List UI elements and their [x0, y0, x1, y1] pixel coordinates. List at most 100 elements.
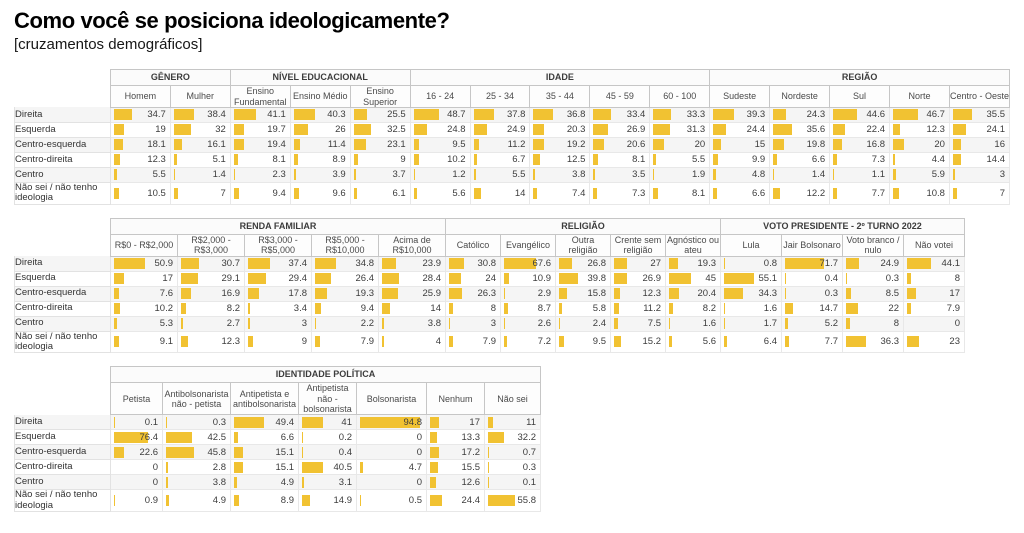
value-bar [713, 169, 716, 181]
cell-value: 3.8 [212, 476, 226, 488]
table-cell: 55.1 [720, 271, 782, 287]
cell-value: 7.3 [632, 187, 646, 199]
cell-value: 7.4 [572, 187, 586, 199]
value-bar [533, 109, 553, 121]
table-cell: 9.4 [229, 182, 291, 205]
value-bar [504, 273, 510, 285]
cell-value: 0 [416, 476, 422, 488]
cell-value: 23.1 [387, 139, 406, 151]
value-bar [234, 431, 239, 443]
value-bar [173, 139, 183, 151]
cell-value: 20.6 [626, 139, 646, 151]
cell-value: 6.7 [512, 154, 526, 166]
table-cell: 67.6 [500, 256, 556, 272]
value-bar [907, 303, 912, 315]
value-bar [669, 273, 691, 285]
cell-value: 44.1 [941, 258, 961, 270]
cell-value: 26 [335, 124, 346, 136]
cell-value: 22 [888, 303, 899, 315]
value-bar [488, 416, 494, 428]
value-bar [952, 139, 962, 151]
value-bar [248, 318, 250, 330]
value-bar [353, 154, 359, 166]
table-cell: 30.7 [177, 256, 245, 272]
table-cell: 32.5 [349, 122, 411, 138]
header-spacer [14, 69, 111, 86]
table-cell: 50.9 [110, 256, 178, 272]
value-bar [846, 273, 847, 285]
table-cell: 5.6 [409, 182, 471, 205]
table-cell: 1.4 [169, 167, 231, 183]
cell-value: 9.4 [360, 303, 374, 315]
value-bar [113, 109, 133, 121]
value-bar [952, 154, 961, 166]
value-bar [181, 318, 183, 330]
value-bar [233, 187, 239, 199]
cell-value: 17.8 [288, 288, 308, 300]
value-bar [559, 258, 572, 270]
value-bar [907, 258, 931, 270]
table-cell: 3 [244, 316, 312, 332]
cell-value: 7.6 [159, 288, 173, 300]
cell-value: 0.7 [522, 446, 536, 458]
value-bar [302, 476, 304, 488]
cell-value: 17 [949, 288, 960, 300]
cell-value: 15 [754, 139, 766, 151]
value-bar [713, 124, 727, 136]
cell-value: 26.9 [642, 273, 662, 285]
table-cell: 3.8 [378, 316, 446, 332]
value-bar [382, 318, 385, 330]
table-cell: 29.1 [177, 271, 245, 287]
table-cell: 7.3 [829, 152, 891, 168]
table-cell: 3.8 [162, 474, 231, 491]
value-bar [785, 288, 786, 300]
table-cell: 7.5 [610, 316, 666, 332]
value-bar [293, 187, 299, 199]
cell-value: 23 [949, 336, 960, 348]
table-cell: 7.4 [529, 182, 591, 205]
table-cell: 19.3 [665, 256, 721, 272]
row-label: Direita [14, 256, 111, 272]
row-label: Direita [14, 107, 111, 123]
column-header: 60 - 100 [649, 85, 711, 108]
cell-value: 8.2 [702, 303, 716, 315]
cell-value: 2.7 [226, 318, 240, 330]
column-header: R$2,000 - R$3,000 [177, 233, 245, 257]
value-bar [833, 154, 837, 166]
cell-value: 48.7 [447, 109, 466, 121]
table-cell: 38.4 [169, 107, 231, 123]
cell-value: 19.3 [355, 288, 375, 300]
cell-value: 4.9 [280, 476, 294, 488]
table-cell: 19.3 [311, 286, 379, 302]
column-header: Agnóstico ou ateu [665, 233, 721, 257]
table-cell: 0 [110, 474, 163, 491]
value-bar [614, 288, 620, 300]
table-cell: 8.9 [289, 152, 351, 168]
cell-value: 29.1 [221, 273, 241, 285]
group-header: VOTO PRESIDENTE - 2º TURNO 2022 [720, 217, 965, 235]
table-cell: 17.8 [244, 286, 312, 302]
table-cell: 45 [665, 271, 721, 287]
cell-value: 22.6 [139, 446, 159, 458]
table-row: Esquerda 76.4 42.5 6.6 0.2 0 13.3 32.2 [14, 429, 541, 446]
table-row: Centro 5.3 2.7 3 2.2 3.8 3 2.6 2.4 7.5 1.6 1.7 5.2 8 0 [14, 316, 965, 332]
value-bar [893, 169, 897, 181]
column-header: Bolsonarista [356, 382, 427, 416]
value-bar [113, 187, 120, 199]
value-bar [353, 187, 357, 199]
cell-value: 35.5 [986, 109, 1006, 121]
header-spacer [14, 85, 111, 108]
value-bar [488, 476, 489, 488]
cell-value: 23.9 [422, 258, 442, 270]
value-bar [234, 495, 240, 507]
value-bar [504, 318, 506, 330]
table-cell: 5.5 [109, 167, 171, 183]
table-cell: 15 [709, 137, 771, 153]
cell-value: 9 [400, 154, 406, 166]
cell-value: 24 [485, 273, 496, 285]
value-bar [669, 258, 679, 270]
value-bar [473, 154, 478, 166]
value-bar [430, 495, 443, 507]
table-cell: 20.3 [529, 122, 591, 138]
table-cell: 7.9 [445, 331, 501, 354]
